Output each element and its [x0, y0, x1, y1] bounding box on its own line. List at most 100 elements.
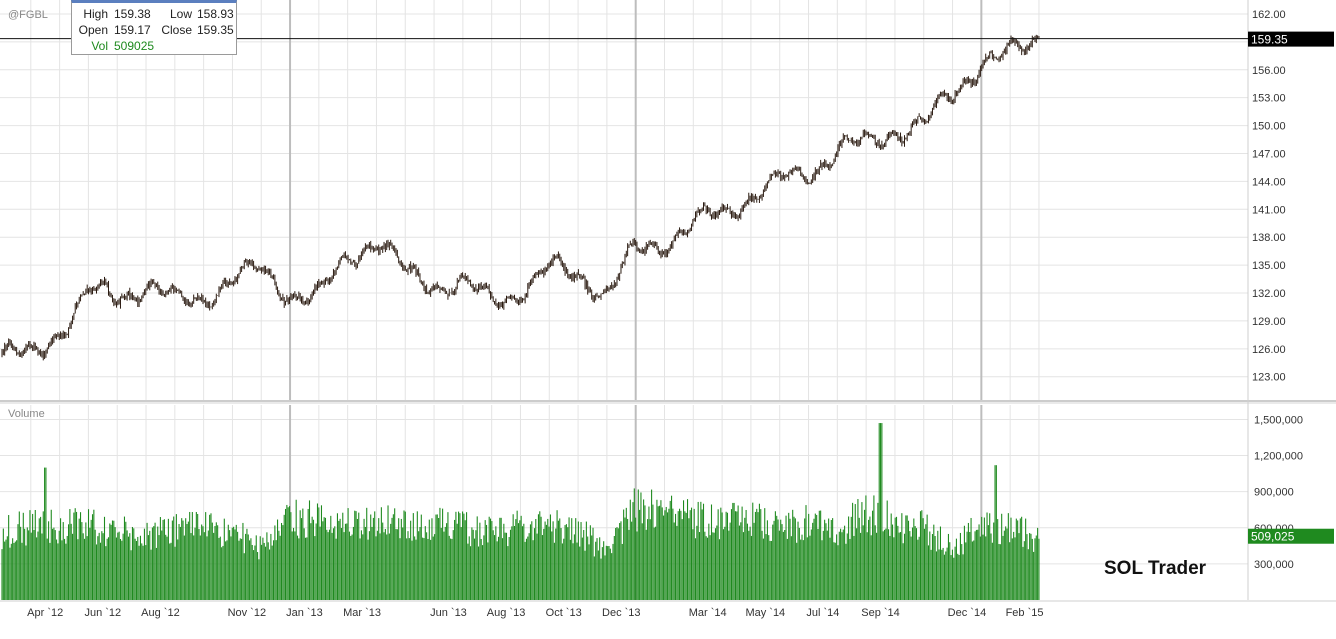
volume-bar — [663, 515, 665, 600]
volume-bar — [773, 520, 775, 600]
volume-bar — [814, 513, 816, 600]
volume-bar — [834, 542, 836, 600]
volume-bar — [910, 536, 912, 600]
volume-bar — [937, 530, 939, 600]
volume-bar — [326, 529, 328, 600]
volume-bar — [915, 528, 918, 600]
volume-bar — [60, 518, 62, 600]
volume-bar — [694, 538, 697, 600]
volume-bar — [446, 523, 448, 600]
volume-bar — [366, 507, 368, 600]
volume-bar — [1007, 513, 1009, 600]
volume-bar — [418, 531, 420, 600]
price-tick-label: 162.00 — [1252, 9, 1286, 21]
volume-bar — [645, 529, 647, 600]
volume-bar — [367, 539, 369, 600]
volume-bar — [187, 521, 189, 600]
volume-bar — [828, 518, 830, 600]
volume-bar — [174, 546, 176, 600]
high-label: High — [83, 7, 108, 21]
volume-bar — [543, 528, 545, 600]
volume-bar — [375, 536, 377, 600]
volume-bar — [1021, 516, 1023, 600]
volume-bar — [185, 518, 187, 600]
volume-bar — [818, 510, 820, 600]
volume-bar — [790, 536, 792, 600]
volume-bar — [833, 542, 835, 600]
volume-bar — [987, 525, 989, 600]
volume-bar — [681, 519, 683, 600]
volume-bars — [1, 423, 1040, 600]
volume-bar — [555, 528, 557, 600]
ohlc-row-volume: Vol 509025 — [72, 39, 238, 55]
volume-bar — [776, 515, 778, 600]
volume-bar — [957, 553, 959, 600]
volume-bar — [644, 505, 646, 600]
volume-bar — [891, 524, 894, 600]
volume-bar — [489, 518, 492, 600]
volume-bar — [61, 540, 63, 600]
volume-bar — [749, 526, 751, 600]
volume-bar — [306, 537, 308, 600]
volume-bar — [583, 529, 585, 600]
volume-bar — [431, 518, 433, 600]
volume-bar — [299, 510, 301, 600]
volume-bar — [931, 534, 934, 600]
volume-bar — [90, 519, 92, 600]
volume-bar — [1018, 533, 1020, 600]
volume-bar — [308, 500, 311, 600]
volume-bar — [917, 539, 919, 600]
volume-bar — [728, 530, 730, 600]
volume-bar — [536, 533, 538, 600]
volume-bar — [516, 510, 518, 600]
volume-bar — [682, 500, 685, 600]
volume-bar — [874, 525, 876, 600]
volume-bar — [68, 524, 70, 600]
volume-bar — [762, 538, 764, 600]
price-candles — [1, 34, 1040, 361]
volume-bar — [685, 512, 687, 600]
volume-bar — [50, 509, 52, 600]
volume-bar — [99, 542, 102, 600]
volume-bar — [190, 533, 192, 600]
volume-bar — [311, 516, 313, 600]
volume-bar — [861, 502, 863, 600]
volume-bar — [878, 423, 880, 600]
volume-bar — [93, 509, 95, 600]
volume-bar — [841, 532, 843, 600]
x-tick-label: Oct `13 — [546, 607, 582, 619]
volume-bar — [394, 508, 396, 600]
volume-bar — [1019, 518, 1021, 600]
volume-bar — [868, 519, 870, 600]
volume-bar — [275, 540, 277, 600]
volume-bar — [1023, 541, 1025, 600]
volume-bar — [766, 520, 768, 600]
volume-bar — [680, 510, 682, 600]
volume-bar — [664, 510, 666, 600]
volume-bar — [914, 526, 916, 600]
x-tick-label: Aug `12 — [141, 607, 180, 619]
volume-bar — [565, 524, 567, 600]
volume-bar — [520, 515, 522, 600]
volume-bar — [540, 516, 542, 600]
volume-bar — [266, 532, 268, 600]
volume-bar — [372, 517, 374, 600]
volume-bar — [40, 516, 42, 600]
volume-bar — [159, 517, 161, 600]
volume-bar — [504, 532, 506, 600]
volume-bar — [548, 526, 550, 600]
volume-bar — [989, 513, 991, 600]
volume-bar — [362, 534, 364, 600]
volume-bar — [657, 506, 659, 600]
volume-bar — [243, 553, 245, 600]
volume-bar — [740, 522, 742, 600]
volume-bar — [131, 526, 133, 600]
volume-bar — [427, 538, 429, 600]
volume-bar — [267, 542, 269, 600]
volume-bar — [53, 527, 55, 600]
volume-bar — [966, 531, 968, 600]
volume-bar — [390, 523, 392, 600]
volume-bar — [722, 529, 725, 600]
volume-bar — [45, 467, 47, 600]
